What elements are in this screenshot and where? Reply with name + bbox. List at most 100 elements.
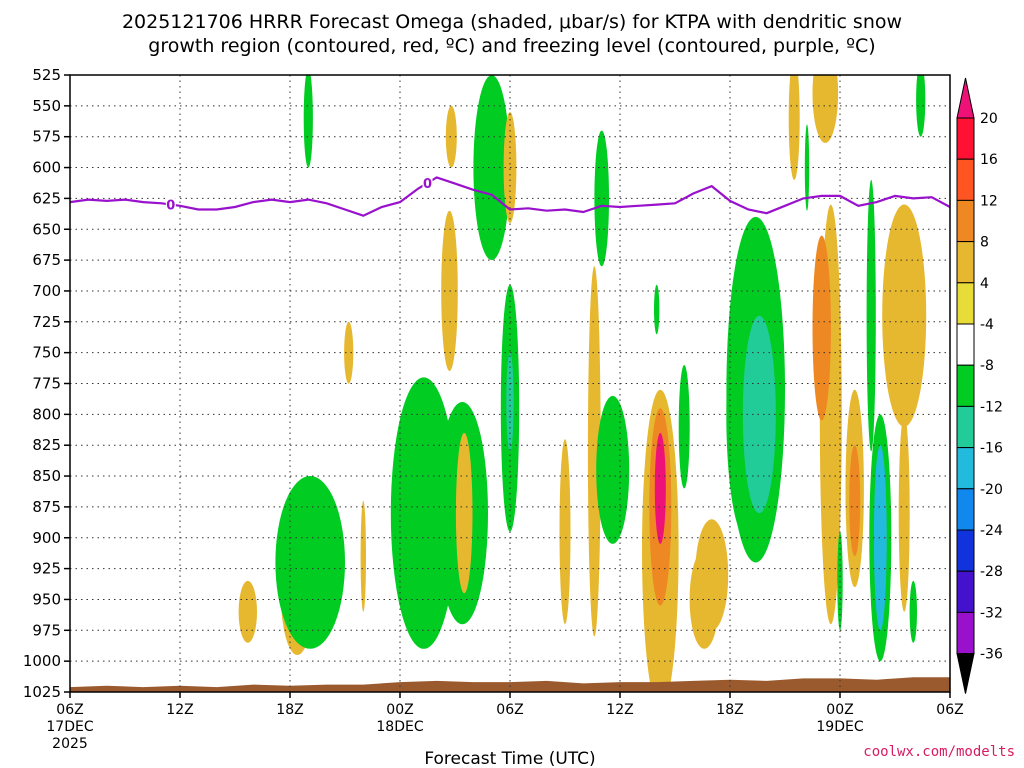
y-tick-label-900: 900 xyxy=(32,529,61,547)
colorbar-swatch-3 xyxy=(956,241,975,284)
y-tick-label-850: 850 xyxy=(32,467,61,485)
colorbar-swatch-5 xyxy=(956,323,975,366)
omega-cell-22 xyxy=(654,432,666,544)
freezing-level-label-0: 0 xyxy=(166,199,175,214)
colorbar-label-9: -20 xyxy=(980,482,1003,498)
freezing-level-label-1: 0 xyxy=(423,177,432,192)
y-tick-label-800: 800 xyxy=(32,405,61,423)
x-tick-label-48: 06Z xyxy=(936,702,963,718)
colorbar-swatch-7 xyxy=(956,405,975,449)
omega-cell-39 xyxy=(873,445,887,631)
x-tick-date-0: 17DEC xyxy=(46,719,93,735)
colorbar-label-6: -8 xyxy=(980,358,994,374)
x-tick-label-6: 12Z xyxy=(166,702,193,718)
omega-cell-42 xyxy=(909,580,917,643)
omega-cell-32 xyxy=(812,75,839,143)
colorbar: 20 16 12 8 4 -4 -8 -12 -16 -20 -24 -28 -32 -36 xyxy=(956,77,1003,694)
colorbar-label-7: -12 xyxy=(980,399,1003,415)
y-tick-label-975: 975 xyxy=(32,621,61,639)
y-tick-label-950: 950 xyxy=(32,590,61,608)
colorbar-swatch-6 xyxy=(956,364,975,407)
omega-cell-37 xyxy=(866,179,876,452)
omega-cell-4 xyxy=(344,321,354,384)
x-tick-label-24: 06Z xyxy=(496,702,523,718)
colorbar-swatch-12 xyxy=(956,611,975,655)
colorbar-label-0: 20 xyxy=(980,111,998,127)
x-tick-date-42: 19DEC xyxy=(816,719,863,735)
credit-link[interactable]: coolwx.com/modelts xyxy=(863,744,1015,760)
chart-title: 2025121706 HRRR Forecast Omega (shaded, … xyxy=(122,11,902,57)
colorbar-label-13: -36 xyxy=(980,647,1003,663)
title-line-2: growth region (contoured, red, ºC) and f… xyxy=(148,35,875,57)
y-tick-label-575: 575 xyxy=(32,128,61,146)
omega-cell-10 xyxy=(445,105,457,168)
omega-cell-19 xyxy=(654,284,660,335)
omega-cell-17 xyxy=(594,130,609,267)
omega-shading xyxy=(238,75,927,692)
y-tick-label-925: 925 xyxy=(32,560,61,578)
omega-cell-29 xyxy=(788,75,800,180)
y-tick-label-1000: 1000 xyxy=(23,652,61,670)
terrain-fill xyxy=(70,677,950,692)
colorbar-swatch-0 xyxy=(956,117,975,160)
omega-cell-3 xyxy=(275,476,346,649)
colorbar-label-5: -4 xyxy=(980,317,994,333)
omega-cell-5 xyxy=(360,500,366,612)
y-tick-label-625: 625 xyxy=(32,189,61,207)
title-line-1: 2025121706 HRRR Forecast Omega (shaded, … xyxy=(122,11,902,33)
y-tick-label-675: 675 xyxy=(32,251,61,269)
colorbar-swatch-11 xyxy=(956,570,975,613)
omega-cell-41 xyxy=(898,414,910,612)
colorbar-label-11: -28 xyxy=(980,564,1003,580)
y-tick-label-550: 550 xyxy=(32,97,61,115)
omega-cell-15 xyxy=(559,439,571,625)
y-tick-label-600: 600 xyxy=(32,159,61,177)
colorbar-label-8: -16 xyxy=(980,441,1003,457)
colorbar-label-10: -24 xyxy=(980,523,1003,539)
x-tick-year-0: 2025 xyxy=(52,736,88,752)
x-axis-label: Forecast Time (UTC) xyxy=(424,749,595,768)
omega-cell-36 xyxy=(837,531,843,631)
omega-cell-1 xyxy=(238,580,257,643)
freezing-level-line xyxy=(69,176,951,217)
omega-cell-40 xyxy=(882,204,927,427)
y-tick-label-650: 650 xyxy=(32,220,61,238)
colorbar-swatch-1 xyxy=(956,158,975,201)
freezing-level-contour: 00 xyxy=(69,174,951,217)
x-tick-label-0: 06Z xyxy=(56,702,83,718)
y-tick-label-725: 725 xyxy=(32,313,61,331)
omega-cell-35 xyxy=(849,445,861,557)
omega-cell-9 xyxy=(455,432,473,594)
y-tick-label-750: 750 xyxy=(32,344,61,362)
colorbar-swatch-4 xyxy=(956,282,975,325)
colorbar-swatch-8 xyxy=(956,447,975,490)
omega-cell-28 xyxy=(695,519,729,631)
y-tick-label-700: 700 xyxy=(32,282,61,300)
colorbar-label-1: 16 xyxy=(980,152,998,168)
omega-cell-0 xyxy=(303,75,313,168)
colorbar-label-3: 8 xyxy=(980,235,989,251)
terrain-surface xyxy=(70,677,950,692)
colorbar-label-12: -32 xyxy=(980,605,1003,621)
colorbar-swatch-9 xyxy=(956,488,975,531)
omega-cell-14 xyxy=(506,352,514,452)
x-tick-label-12: 18Z xyxy=(276,702,303,718)
omega-cell-33 xyxy=(812,235,831,421)
x-tick-label-36: 18Z xyxy=(716,702,743,718)
colorbar-label-4: 4 xyxy=(980,276,989,292)
colorbar-top-arrow xyxy=(956,77,975,119)
omega-cell-23 xyxy=(678,365,690,489)
omega-cell-6 xyxy=(390,377,457,649)
x-tick-date-18: 18DEC xyxy=(376,719,423,735)
freezing-label-bg-1 xyxy=(422,174,433,189)
freezing-label-bg-0 xyxy=(165,196,176,211)
y-axis: 525 550 575 600 625 650 675 700 725 750 775 800 825 8… xyxy=(23,66,70,701)
omega-cell-43 xyxy=(916,75,926,137)
colorbar-bottom-arrow xyxy=(956,653,975,694)
omega-cell-11 xyxy=(473,75,511,261)
colorbar-label-2: 12 xyxy=(980,193,998,209)
x-tick-label-30: 12Z xyxy=(606,702,633,718)
y-tick-label-525: 525 xyxy=(32,66,61,84)
